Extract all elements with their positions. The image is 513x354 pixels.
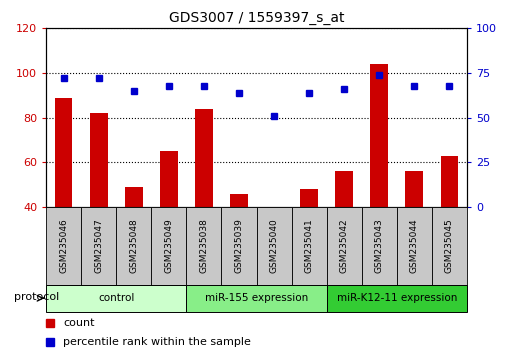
Text: GSM235047: GSM235047 <box>94 219 103 273</box>
Title: GDS3007 / 1559397_s_at: GDS3007 / 1559397_s_at <box>169 11 344 24</box>
Bar <box>370 64 388 297</box>
Bar <box>441 156 458 297</box>
Bar <box>160 151 177 297</box>
Text: miR-155 expression: miR-155 expression <box>205 293 308 303</box>
Bar <box>230 194 248 297</box>
Bar <box>432 207 467 285</box>
Bar <box>195 109 213 297</box>
Text: GSM235043: GSM235043 <box>374 219 384 273</box>
Text: percentile rank within the sample: percentile rank within the sample <box>63 337 251 348</box>
Bar <box>265 207 283 297</box>
Bar <box>327 285 467 312</box>
Bar <box>90 113 108 297</box>
Bar <box>116 207 151 285</box>
Text: GSM235045: GSM235045 <box>445 219 454 273</box>
Text: GSM235049: GSM235049 <box>164 219 173 273</box>
Bar <box>300 189 318 297</box>
Bar <box>397 207 432 285</box>
Bar <box>81 207 116 285</box>
Text: control: control <box>98 293 134 303</box>
Text: miR-K12-11 expression: miR-K12-11 expression <box>337 293 457 303</box>
Text: GSM235048: GSM235048 <box>129 219 139 273</box>
Text: GSM235039: GSM235039 <box>234 218 244 274</box>
Bar <box>186 207 222 285</box>
Bar <box>362 207 397 285</box>
Bar <box>55 98 72 297</box>
Bar <box>327 207 362 285</box>
Text: GSM235040: GSM235040 <box>269 219 279 273</box>
Text: GSM235042: GSM235042 <box>340 219 349 273</box>
Bar <box>151 207 186 285</box>
Text: count: count <box>63 318 94 328</box>
Bar <box>336 171 353 297</box>
Bar <box>222 207 256 285</box>
Bar <box>186 285 327 312</box>
Text: GSM235046: GSM235046 <box>59 219 68 273</box>
Bar <box>46 285 186 312</box>
Bar <box>405 171 423 297</box>
Text: GSM235038: GSM235038 <box>200 218 208 274</box>
Bar <box>125 187 143 297</box>
Text: protocol: protocol <box>14 292 59 302</box>
Bar <box>291 207 327 285</box>
Text: GSM235041: GSM235041 <box>305 219 313 273</box>
Bar <box>256 207 291 285</box>
Bar <box>46 207 81 285</box>
Text: GSM235044: GSM235044 <box>410 219 419 273</box>
